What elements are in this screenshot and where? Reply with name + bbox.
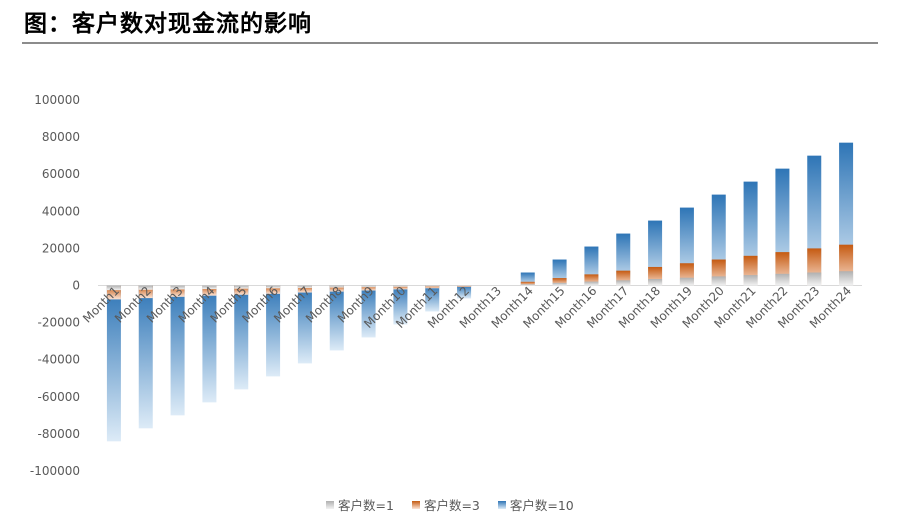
- bar-客户数=1-Month2: [138, 285, 153, 290]
- x-axis: Month1Month2Month3Month4Month5Month6Mont…: [80, 284, 854, 331]
- bar-客户数=10-Month7: [297, 285, 312, 364]
- y-tick-label: 20000: [42, 241, 80, 255]
- bar-客户数=1-Month22: [775, 273, 790, 286]
- y-tick-label: 100000: [34, 93, 80, 107]
- bar-客户数=10-Month6: [266, 285, 281, 377]
- bar-客户数=1-Month7: [297, 285, 312, 288]
- bar-客户数=10-Month3: [170, 285, 185, 416]
- y-tick-label: -80000: [37, 427, 80, 441]
- y-tick-label: -40000: [37, 353, 80, 367]
- bar-客户数=3-Month7: [297, 285, 312, 293]
- y-tick-label: 40000: [42, 204, 80, 218]
- y-axis: 100000 80000 60000 40000 20000 0 -20000 -40000 -…: [30, 93, 862, 478]
- bar-客户数=3-Month8: [329, 285, 344, 292]
- bar-客户数=3-Month9: [361, 285, 376, 291]
- bar-客户数=3-Month10: [393, 285, 408, 290]
- title-divider: [22, 42, 878, 44]
- bar-客户数=1-Month4: [202, 285, 217, 290]
- legend-item: 客户数=3: [411, 495, 480, 514]
- legend-label: 客户数=3: [423, 498, 480, 513]
- bar-客户数=1-Month14: [520, 284, 535, 286]
- legend-item: 客户数=10: [497, 495, 574, 514]
- legend-label: 客户数=1: [338, 498, 394, 513]
- bar-客户数=3-Month14: [520, 281, 535, 286]
- bar-客户数=1-Month10: [393, 285, 408, 287]
- bar-客户数=1-Month18: [648, 279, 663, 286]
- bar-客户数=3-Month16: [584, 274, 599, 286]
- bar-客户数=10-Month2: [138, 285, 153, 429]
- bar-客户数=10-Month10: [393, 285, 408, 325]
- bar-客户数=1-Month16: [584, 281, 599, 286]
- bar-客户数=1-Month11: [425, 285, 440, 287]
- bar-客户数=1-Month15: [552, 282, 567, 286]
- bar-客户数=1-Month9: [361, 285, 376, 288]
- legend-label: 客户数=10: [509, 498, 574, 513]
- y-tick-label: -100000: [30, 464, 80, 478]
- legend-swatch: [411, 500, 420, 509]
- y-tick-label: -60000: [37, 390, 80, 404]
- y-tick-label: 0: [72, 279, 80, 293]
- bar-客户数=1-Month21: [743, 275, 758, 286]
- bar-客户数=1-Month19: [679, 277, 694, 286]
- bar-客户数=3-Month11: [425, 285, 440, 289]
- bar-客户数=3-Month4: [202, 285, 217, 296]
- bar-客户数=10-Month9: [361, 285, 376, 338]
- legend-swatch: [497, 500, 506, 509]
- bar-客户数=1-Month23: [807, 272, 822, 286]
- bar-客户数=1-Month6: [266, 285, 281, 289]
- bar-客户数=10-Month12: [457, 285, 472, 299]
- y-tick-label: -20000: [37, 316, 80, 330]
- bar-客户数=10-Month4: [202, 285, 217, 403]
- bar-客户数=3-Month6: [266, 285, 281, 294]
- legend: 客户数=1 客户数=3 客户数=10: [326, 495, 574, 514]
- bars-area: [106, 142, 854, 442]
- bar-客户数=10-Month1: [106, 285, 121, 442]
- y-tick-label: 80000: [42, 130, 80, 144]
- bar-客户数=1-Month1: [106, 285, 121, 291]
- legend-swatch: [326, 500, 334, 509]
- bar-客户数=3-Month3: [170, 285, 185, 297]
- bar-客户数=3-Month5: [234, 285, 249, 295]
- bar-客户数=1-Month24: [839, 271, 854, 286]
- bar-客户数=1-Month3: [170, 285, 185, 290]
- legend-item: 客户数=1: [326, 495, 394, 514]
- bar-客户数=1-Month5: [234, 285, 249, 289]
- bar-客户数=1-Month17: [616, 280, 631, 286]
- bar-客户数=10-Month11: [425, 285, 440, 312]
- bar-客户数=3-Month15: [552, 278, 567, 286]
- page-title: 图：客户数对现金流的影响: [24, 11, 312, 37]
- y-tick-label: 60000: [42, 167, 80, 181]
- bar-客户数=10-Month8: [329, 285, 344, 351]
- bar-客户数=1-Month8: [329, 285, 344, 288]
- bar-客户数=10-Month5: [234, 285, 249, 390]
- bar-客户数=3-Month12: [457, 285, 472, 287]
- bar-客户数=1-Month20: [711, 276, 726, 286]
